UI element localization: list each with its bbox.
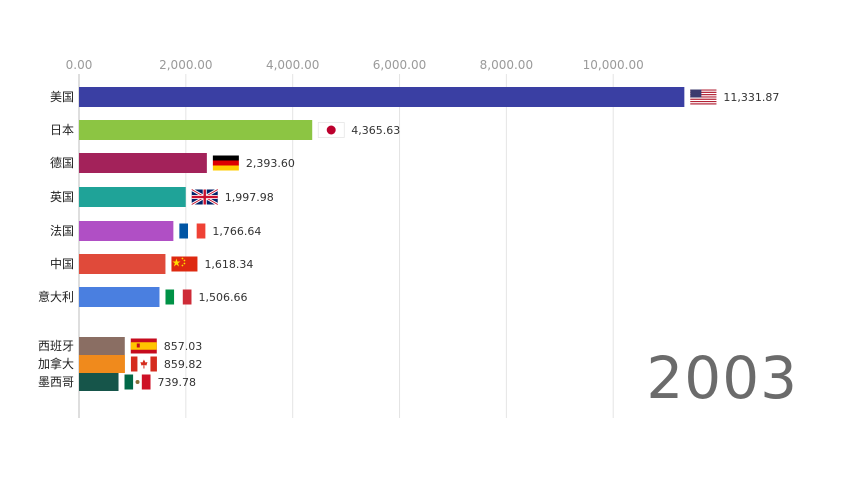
category-label: 日本 xyxy=(50,123,74,137)
spain-flag-icon xyxy=(130,338,157,354)
x-tick-label: 4,000.00 xyxy=(266,58,319,72)
mexico-flag-icon xyxy=(124,374,151,390)
category-label: 中国 xyxy=(50,256,74,271)
bar-row: 日本 4,365.63 xyxy=(50,120,400,140)
value-label: 857.03 xyxy=(164,340,203,353)
uk-flag-icon xyxy=(190,188,219,206)
value-label: 1,618.34 xyxy=(204,258,253,271)
category-label: 西班牙 xyxy=(38,339,74,353)
x-tick-label: 6,000.00 xyxy=(373,58,426,72)
category-label: 加拿大 xyxy=(38,356,74,371)
bar xyxy=(79,373,119,391)
bar-row: 西班牙 857.03 xyxy=(38,337,202,355)
germany-flag-icon xyxy=(212,155,239,171)
category-label: 美国 xyxy=(50,90,74,104)
bar-row: 德国 2,393.60 xyxy=(50,153,295,173)
bar-row: 加拿大 859.82 xyxy=(38,355,202,373)
bar xyxy=(79,355,125,373)
value-label: 1,997.98 xyxy=(225,191,274,204)
france-flag-icon xyxy=(179,223,206,239)
bar xyxy=(79,187,186,207)
category-label: 德国 xyxy=(50,155,74,170)
category-label: 法国 xyxy=(50,224,74,238)
bar-row: 英国 1,997.98 xyxy=(50,187,274,207)
bar xyxy=(79,337,125,355)
year-label: 2003 xyxy=(646,344,798,412)
bar xyxy=(79,87,685,107)
category-label: 墨西哥 xyxy=(38,375,74,389)
bar-row: 意大利 1,506.66 xyxy=(38,287,247,307)
canada-flag-icon xyxy=(130,356,157,372)
bar xyxy=(79,254,166,274)
value-label: 739.78 xyxy=(158,376,197,389)
bar-row: 美国 11,331.87 xyxy=(50,87,779,107)
bar xyxy=(79,287,160,307)
category-label: 意大利 xyxy=(38,289,74,304)
bar-row: 法国 1,766.64 xyxy=(50,221,261,241)
x-tick-label: 10,000.00 xyxy=(583,58,644,72)
category-label: 英国 xyxy=(50,190,74,204)
value-label: 1,506.66 xyxy=(198,291,247,304)
us-flag-icon xyxy=(690,89,717,105)
x-tick-label: 0.00 xyxy=(66,58,93,72)
x-tick-label: 8,000.00 xyxy=(480,58,533,72)
value-label: 11,331.87 xyxy=(723,91,779,104)
italy-flag-icon xyxy=(165,289,192,305)
bar xyxy=(79,221,174,241)
bar-row: 墨西哥 739.78 xyxy=(38,373,196,391)
china-flag-icon xyxy=(171,256,198,272)
value-label: 1,766.64 xyxy=(212,225,261,238)
value-label: 2,393.60 xyxy=(246,157,295,170)
bar xyxy=(79,153,207,173)
bars: 美国 11,331.87 日本 4,365.63 德国 2,393.60 英国 1,997.9… xyxy=(38,87,779,391)
bar xyxy=(79,120,313,140)
value-label: 859.82 xyxy=(164,358,203,371)
x-tick-label: 2,000.00 xyxy=(159,58,212,72)
bar-row: 中国 1,618.34 xyxy=(50,254,253,274)
value-label: 4,365.63 xyxy=(351,124,400,137)
japan-flag-icon xyxy=(317,122,345,138)
